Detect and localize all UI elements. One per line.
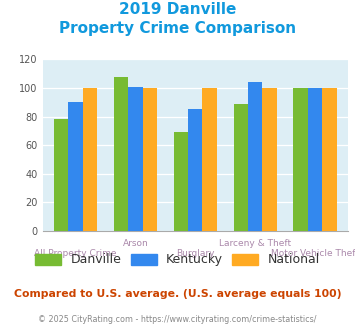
Bar	[234, 104, 248, 231]
Bar	[308, 88, 322, 231]
Bar	[322, 88, 337, 231]
Text: All Property Crime: All Property Crime	[34, 249, 117, 258]
Bar	[262, 88, 277, 231]
Bar	[248, 82, 262, 231]
Text: Motor Vehicle Theft: Motor Vehicle Theft	[271, 249, 355, 258]
Bar	[69, 102, 83, 231]
Text: Burglary: Burglary	[176, 249, 214, 258]
Text: Property Crime Comparison: Property Crime Comparison	[59, 21, 296, 36]
Bar	[54, 119, 69, 231]
Bar	[188, 110, 202, 231]
Text: Arson: Arson	[122, 239, 148, 248]
Bar	[143, 88, 157, 231]
Bar	[128, 86, 143, 231]
Text: Compared to U.S. average. (U.S. average equals 100): Compared to U.S. average. (U.S. average …	[14, 289, 341, 299]
Legend: Danville, Kentucky, National: Danville, Kentucky, National	[35, 253, 320, 266]
Bar	[83, 88, 97, 231]
Bar	[114, 77, 128, 231]
Bar	[294, 88, 308, 231]
Bar	[174, 132, 188, 231]
Text: © 2025 CityRating.com - https://www.cityrating.com/crime-statistics/: © 2025 CityRating.com - https://www.city…	[38, 315, 317, 324]
Text: Larceny & Theft: Larceny & Theft	[219, 239, 291, 248]
Bar	[202, 88, 217, 231]
Text: 2019 Danville: 2019 Danville	[119, 2, 236, 16]
